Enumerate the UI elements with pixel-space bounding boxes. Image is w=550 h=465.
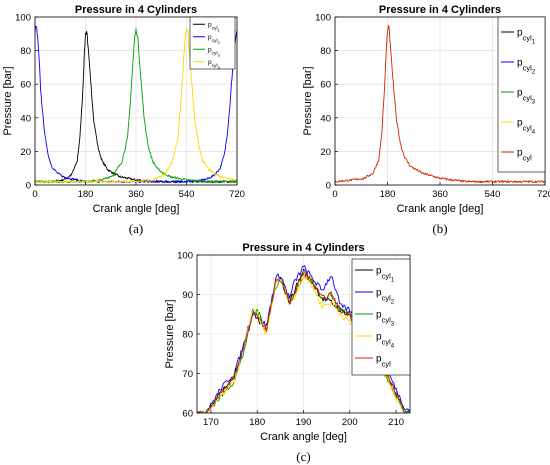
chart-panel-b: 0 180 360 540 720 0 20 40 60 80 100 Pressure in 4 C… bbox=[302, 4, 550, 236]
x-tick-label: 180 bbox=[249, 417, 265, 428]
chart-title: Pressure in 4 Cylinders bbox=[75, 4, 197, 16]
x-tick-label: 170 bbox=[203, 417, 219, 428]
series-line-p_cyl bbox=[335, 24, 545, 184]
legend-label: pcyl3 bbox=[208, 47, 220, 58]
y-axis-label: Pressure [bar] bbox=[302, 66, 314, 135]
y-tick-label: 40 bbox=[320, 113, 331, 124]
legend-label: pcyl bbox=[517, 148, 532, 163]
y-tick-label: 80 bbox=[182, 330, 193, 341]
y-tick-label: 0 bbox=[26, 181, 31, 192]
chart-panel-a: 0 180 360 540 720 0 20 40 60 80 100 Pressure in 4 C… bbox=[2, 4, 245, 236]
x-tick-label: 540 bbox=[485, 189, 501, 200]
panel-label: (c) bbox=[296, 449, 310, 464]
y-tick-label: 40 bbox=[20, 113, 31, 124]
chart-title: Pressure in 4 Cylinders bbox=[242, 242, 364, 254]
series-group bbox=[35, 25, 237, 184]
y-tick-label: 80 bbox=[20, 46, 31, 57]
y-tick-label: 70 bbox=[182, 369, 193, 380]
x-tick-label: 360 bbox=[128, 189, 144, 200]
x-axis-label: Crank angle [deg] bbox=[260, 431, 347, 443]
x-axis-label: Crank angle [deg] bbox=[93, 203, 180, 215]
legend-box bbox=[497, 16, 546, 173]
panel-label: (b) bbox=[432, 221, 447, 236]
series-line-p_cyl4 bbox=[35, 28, 237, 184]
x-tick-label: 180 bbox=[380, 189, 396, 200]
y-tick-label: 20 bbox=[20, 147, 31, 158]
chart-title: Pressure in 4 Cylinders bbox=[379, 4, 501, 16]
legend-box bbox=[189, 16, 236, 70]
y-tick-label: 90 bbox=[182, 290, 193, 301]
x-tick-label: 720 bbox=[537, 189, 550, 200]
legend-label: pcyl bbox=[376, 354, 391, 369]
y-tick-label: 0 bbox=[326, 181, 331, 192]
y-tick-label: 80 bbox=[320, 46, 331, 57]
legend-label: pcyl1 bbox=[208, 22, 220, 33]
y-tick-label: 100 bbox=[15, 13, 31, 24]
x-tick-label: 210 bbox=[388, 417, 404, 428]
x-tick-label: 180 bbox=[78, 189, 94, 200]
legend-label: pcyl4 bbox=[208, 59, 221, 70]
y-tick-label: 100 bbox=[177, 251, 193, 262]
x-axis-label: Crank angle [deg] bbox=[397, 203, 484, 215]
y-tick-label: 100 bbox=[315, 13, 331, 24]
legend-box bbox=[351, 258, 411, 376]
x-tick-label: 200 bbox=[342, 417, 358, 428]
x-tick-label: 360 bbox=[432, 189, 448, 200]
y-tick-label: 60 bbox=[320, 80, 331, 91]
y-axis-label: Pressure [bar] bbox=[164, 299, 176, 368]
series-group bbox=[335, 24, 545, 184]
panel-label: (a) bbox=[129, 221, 143, 236]
y-tick-label: 20 bbox=[320, 147, 331, 158]
y-tick-label: 60 bbox=[182, 409, 193, 420]
x-tick-label: 720 bbox=[229, 189, 245, 200]
legend-label: pcyl2 bbox=[208, 34, 220, 45]
x-tick-label: 0 bbox=[32, 189, 37, 200]
x-tick-label: 0 bbox=[332, 189, 337, 200]
x-tick-label: 190 bbox=[296, 417, 312, 428]
y-axis-label: Pressure [bar] bbox=[2, 66, 14, 135]
x-tick-label: 540 bbox=[179, 189, 195, 200]
y-tick-label: 60 bbox=[20, 80, 31, 91]
chart-panel-c: 170 180 190 200 210 60 70 80 90 100 Pressure in 4 … bbox=[164, 242, 411, 464]
